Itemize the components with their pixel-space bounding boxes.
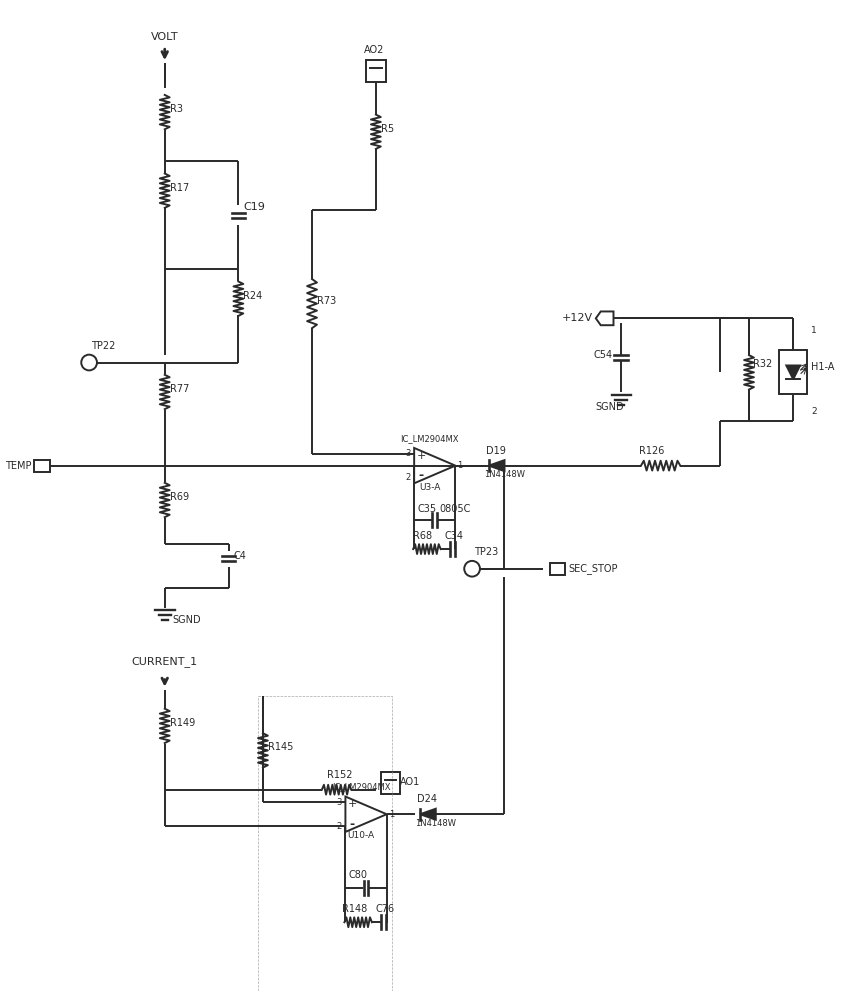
Bar bbox=[549, 563, 565, 575]
Text: +: + bbox=[416, 451, 425, 461]
Text: +: + bbox=[347, 799, 357, 809]
Text: C35: C35 bbox=[417, 504, 436, 514]
Text: -: - bbox=[350, 818, 355, 831]
Text: 1N4148W: 1N4148W bbox=[484, 470, 525, 479]
Text: C19: C19 bbox=[244, 202, 265, 212]
Text: R68: R68 bbox=[413, 531, 432, 541]
Polygon shape bbox=[420, 809, 436, 820]
Text: D24: D24 bbox=[417, 794, 437, 804]
Text: SGND: SGND bbox=[595, 402, 624, 412]
Text: 0805C: 0805C bbox=[440, 504, 471, 514]
Bar bbox=[34, 460, 50, 472]
Text: R69: R69 bbox=[170, 492, 188, 502]
Text: AO1: AO1 bbox=[401, 777, 420, 787]
Text: R5: R5 bbox=[380, 124, 394, 134]
Text: R148: R148 bbox=[342, 904, 368, 914]
Text: R149: R149 bbox=[170, 718, 195, 728]
Text: R126: R126 bbox=[639, 446, 665, 456]
Text: R3: R3 bbox=[170, 104, 183, 114]
Text: VOLT: VOLT bbox=[151, 32, 178, 42]
Text: U3-A: U3-A bbox=[419, 483, 441, 492]
Bar bbox=[779, 350, 807, 394]
Text: D19: D19 bbox=[486, 446, 506, 456]
Text: 2: 2 bbox=[336, 822, 341, 831]
Text: R32: R32 bbox=[753, 359, 773, 369]
Text: IC_LM2904MX: IC_LM2904MX bbox=[332, 782, 391, 791]
Text: R17: R17 bbox=[170, 183, 188, 193]
Text: R145: R145 bbox=[267, 742, 293, 752]
Text: TP22: TP22 bbox=[91, 341, 115, 351]
Text: CURRENT_1: CURRENT_1 bbox=[132, 656, 198, 667]
Text: R77: R77 bbox=[170, 384, 189, 394]
Text: C80: C80 bbox=[348, 870, 368, 880]
Text: 1: 1 bbox=[811, 326, 817, 335]
Text: 3: 3 bbox=[336, 798, 341, 807]
Polygon shape bbox=[489, 460, 504, 471]
Bar bbox=[258, 696, 391, 991]
Polygon shape bbox=[786, 365, 800, 379]
Text: U10-A: U10-A bbox=[347, 831, 374, 840]
Text: SGND: SGND bbox=[172, 615, 201, 625]
Bar bbox=[380, 772, 401, 794]
Text: SEC_STOP: SEC_STOP bbox=[568, 563, 618, 574]
Text: 1: 1 bbox=[389, 810, 394, 819]
Text: AO2: AO2 bbox=[363, 45, 384, 55]
Text: TEMP: TEMP bbox=[5, 461, 31, 471]
Text: 2: 2 bbox=[405, 473, 410, 482]
Text: 2: 2 bbox=[811, 407, 817, 416]
Text: C76: C76 bbox=[376, 904, 395, 914]
Text: +12V: +12V bbox=[562, 313, 593, 323]
Bar bbox=[366, 60, 385, 82]
Text: C54: C54 bbox=[593, 350, 613, 360]
Text: R73: R73 bbox=[317, 296, 336, 306]
Text: TP23: TP23 bbox=[474, 547, 498, 557]
Text: -: - bbox=[419, 469, 424, 482]
Text: IC_LM2904MX: IC_LM2904MX bbox=[401, 434, 459, 443]
Text: 1N4148W: 1N4148W bbox=[415, 819, 456, 828]
Text: R24: R24 bbox=[244, 291, 262, 301]
Text: 1: 1 bbox=[458, 461, 463, 470]
Text: C34: C34 bbox=[445, 531, 464, 541]
Text: R152: R152 bbox=[327, 770, 352, 780]
Text: H1-A: H1-A bbox=[811, 362, 835, 372]
Text: 3: 3 bbox=[405, 449, 410, 458]
Text: C4: C4 bbox=[233, 551, 246, 561]
